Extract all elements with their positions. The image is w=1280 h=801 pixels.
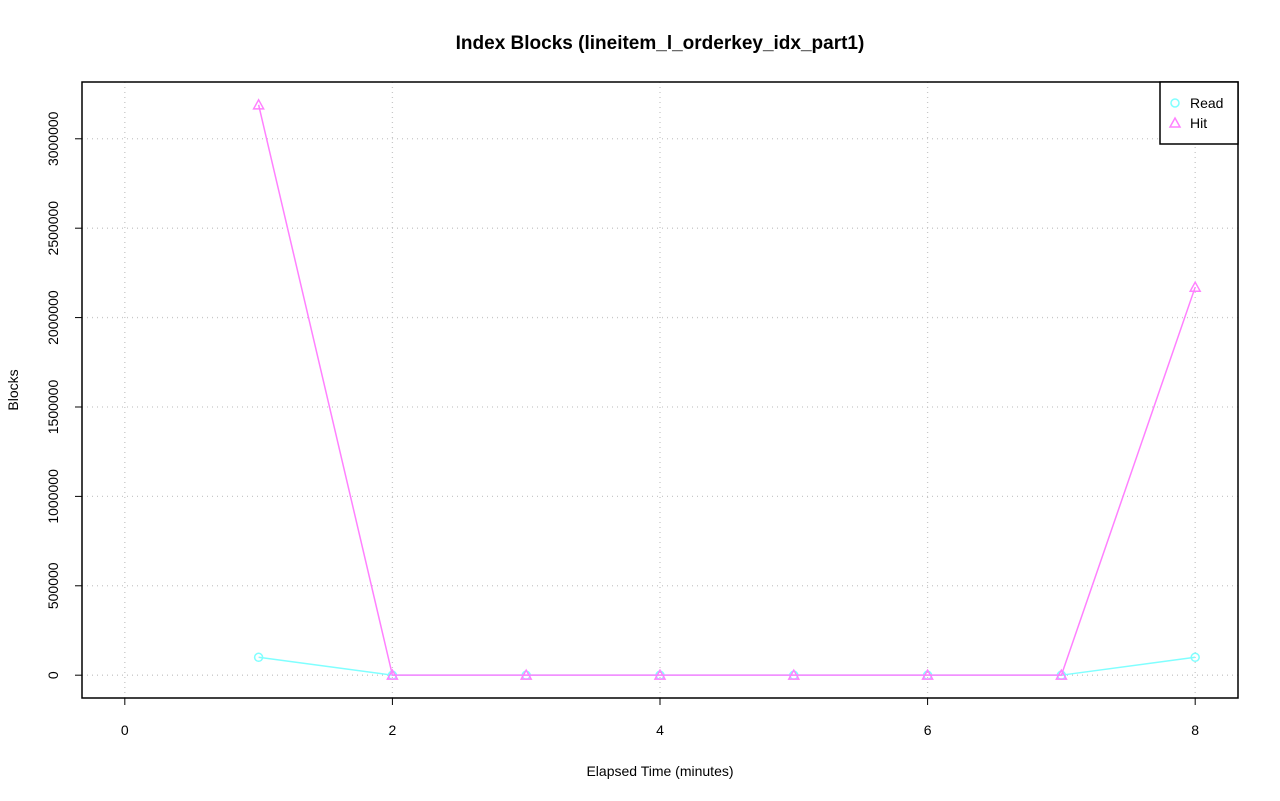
y-tick-label: 500000 bbox=[45, 562, 61, 609]
plot-frame bbox=[81, 81, 1239, 699]
point bbox=[1188, 280, 1202, 292]
y-tick-label: 1500000 bbox=[45, 380, 61, 435]
point bbox=[1190, 652, 1200, 663]
y-tick-label: 2500000 bbox=[45, 201, 61, 256]
y-tick-label: 2000000 bbox=[45, 290, 61, 345]
point bbox=[921, 668, 934, 680]
legend-marker bbox=[1170, 98, 1180, 108]
chart-title: Index Blocks (lineitem_l_orderkey_idx_pa… bbox=[456, 33, 865, 54]
y-tick-label: 1000000 bbox=[45, 469, 61, 524]
x-tick-label: 4 bbox=[656, 722, 664, 738]
point bbox=[1055, 668, 1068, 680]
y-axis-label: Blocks bbox=[5, 369, 21, 410]
point bbox=[252, 98, 265, 110]
legend-label: Read bbox=[1190, 95, 1223, 111]
point bbox=[519, 668, 533, 680]
legend-box bbox=[1159, 81, 1239, 145]
y-tick-label: 0 bbox=[45, 671, 61, 679]
x-tick-label: 0 bbox=[121, 722, 129, 738]
legend-label: Hit bbox=[1190, 115, 1207, 131]
point bbox=[253, 652, 264, 663]
legend-marker bbox=[1168, 116, 1182, 128]
point bbox=[386, 668, 399, 680]
x-axis-label: Elapsed Time (minutes) bbox=[586, 763, 733, 779]
point bbox=[653, 668, 667, 680]
y-tick-label: 3000000 bbox=[45, 111, 61, 166]
series-line bbox=[257, 104, 1196, 676]
x-tick-label: 8 bbox=[1191, 722, 1199, 738]
x-tick-label: 2 bbox=[389, 722, 397, 738]
point bbox=[787, 668, 801, 680]
x-tick-label: 6 bbox=[924, 722, 932, 738]
